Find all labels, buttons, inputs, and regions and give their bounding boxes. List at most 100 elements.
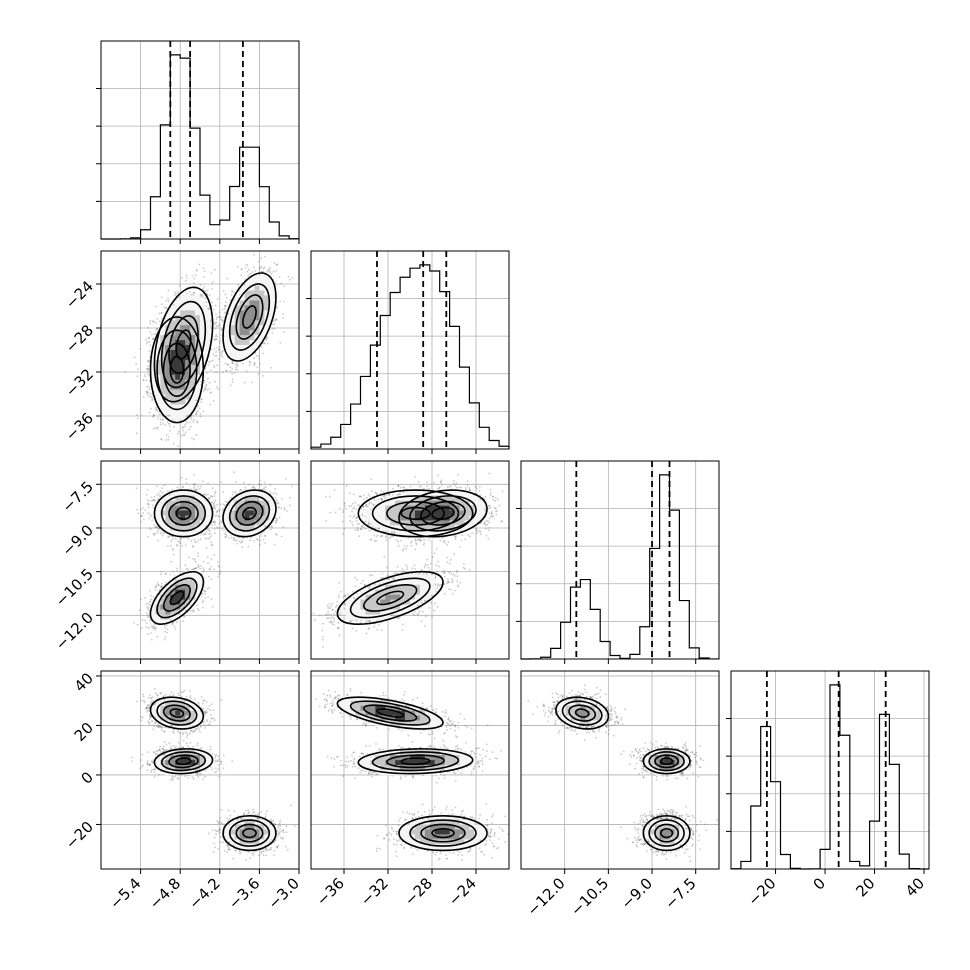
- density-cell: [245, 340, 250, 345]
- sample-point: [218, 346, 220, 348]
- density-cell: [235, 325, 240, 330]
- density-cell: [245, 320, 250, 325]
- y-tick-label: −28: [62, 321, 97, 356]
- density-cell: [175, 301, 180, 306]
- sample-point: [153, 428, 155, 430]
- density-cell: [175, 390, 180, 395]
- density-cell: [160, 404, 165, 409]
- density-cell: [165, 409, 170, 414]
- sample-point: [210, 369, 212, 371]
- sample-point: [232, 363, 234, 365]
- sample-point: [220, 355, 222, 357]
- sample-point: [232, 379, 234, 381]
- sample-point: [249, 364, 251, 366]
- sample-point: [149, 320, 151, 322]
- density-cell: [245, 330, 250, 335]
- density-cell: [180, 335, 185, 340]
- sample-point: [216, 336, 218, 338]
- density-cell: [170, 305, 175, 310]
- sample-point: [195, 274, 197, 276]
- sample-point: [251, 381, 253, 383]
- sample-point: [259, 268, 261, 270]
- sample-point: [240, 275, 242, 277]
- sample-point: [150, 408, 152, 410]
- sample-point: [203, 390, 205, 392]
- panel-1-1: [306, 251, 509, 454]
- density-cell: [180, 320, 185, 325]
- sample-point: [231, 294, 233, 296]
- density-cell: [250, 310, 255, 315]
- density-cell: [245, 315, 250, 320]
- sample-point: [163, 423, 165, 425]
- density-cell: [254, 276, 259, 281]
- sample-point: [197, 410, 199, 412]
- sample-point: [148, 388, 150, 390]
- sample-point: [174, 291, 176, 293]
- sample-point: [210, 535, 212, 537]
- density-cell: [195, 296, 200, 301]
- sample-point: [193, 439, 195, 441]
- sample-point: [159, 313, 161, 315]
- sample-point: [271, 273, 273, 275]
- sample-point: [204, 297, 206, 299]
- sample-point: [214, 371, 216, 373]
- sample-point: [232, 291, 234, 293]
- sample-point: [215, 314, 217, 316]
- sample-point: [214, 367, 216, 369]
- density-cell: [269, 291, 274, 296]
- sample-point: [156, 409, 158, 411]
- sample-point: [211, 288, 213, 290]
- sample-point: [197, 486, 199, 488]
- sample-point: [146, 343, 148, 345]
- sample-point: [245, 267, 247, 269]
- sample-point: [216, 316, 218, 318]
- sample-point: [214, 324, 216, 326]
- sample-point: [237, 284, 239, 286]
- sample-point: [244, 382, 246, 384]
- sample-point: [184, 423, 186, 425]
- sample-point: [214, 495, 216, 497]
- sample-point: [184, 426, 186, 428]
- sample-point: [167, 439, 169, 441]
- sample-point: [144, 376, 146, 378]
- sample-point: [160, 421, 162, 423]
- density-cell: [155, 365, 160, 370]
- sample-point: [137, 368, 139, 370]
- sample-point: [173, 426, 175, 428]
- density-cell: [235, 340, 240, 345]
- sample-point: [220, 316, 222, 318]
- sample-point: [167, 490, 169, 492]
- sample-point: [188, 429, 190, 431]
- sample-point: [270, 367, 272, 369]
- sample-point: [179, 285, 181, 287]
- density-cell: [190, 305, 195, 310]
- sample-point: [165, 300, 167, 302]
- density-cell: [155, 395, 160, 400]
- sample-point: [225, 294, 227, 296]
- sample-point: [190, 426, 192, 428]
- density-cell: [240, 330, 245, 335]
- sample-point: [168, 290, 170, 292]
- sample-point: [207, 378, 209, 380]
- histogram-0: [101, 55, 299, 239]
- sample-point: [210, 391, 212, 393]
- sample-point: [161, 296, 163, 298]
- sample-point: [191, 418, 193, 420]
- density-cell: [259, 276, 264, 281]
- sample-point: [191, 294, 193, 296]
- sample-point: [147, 369, 149, 371]
- sample-point: [193, 421, 195, 423]
- density-cell: [175, 414, 180, 419]
- sample-point: [226, 297, 228, 299]
- sample-point: [200, 284, 202, 286]
- sample-point: [216, 338, 218, 340]
- sample-point: [161, 303, 163, 305]
- density-cell: [180, 296, 185, 301]
- sample-point: [181, 435, 183, 437]
- sample-point: [249, 361, 251, 363]
- sample-point: [157, 427, 159, 429]
- sample-point: [148, 361, 150, 363]
- sample-point: [276, 306, 278, 308]
- sample-point: [163, 533, 165, 535]
- sample-point: [214, 501, 216, 503]
